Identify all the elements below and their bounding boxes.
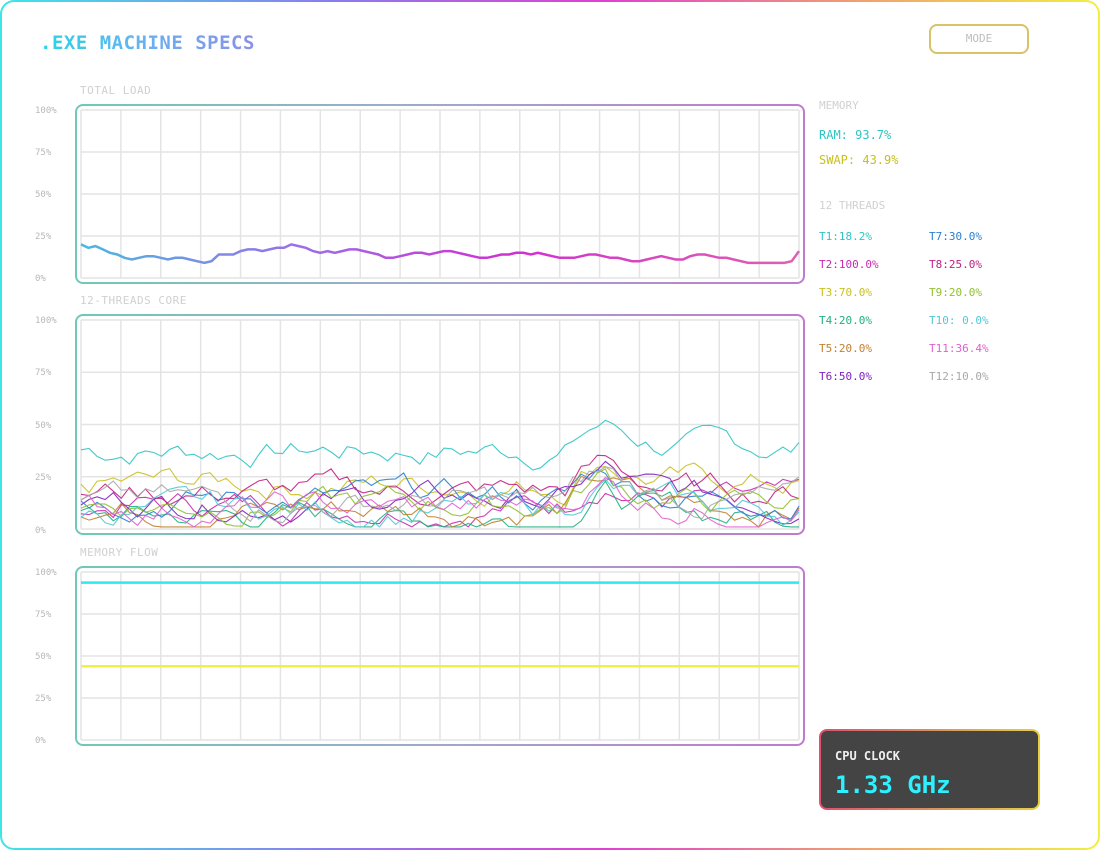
memory-flow-ytick: 50% [35,652,52,662]
thread-line-t10 [80,478,800,528]
thread-line-t8 [80,454,800,507]
total-load-ytick: 50% [35,190,52,200]
threads-core-plot [80,319,800,530]
thread-line-t11 [80,476,800,528]
memory-heading: MEMORY [819,99,859,112]
memory-flow-label: MEMORY FLOW [80,546,159,559]
cpu-clock-card: CPU CLOCK 1.33 GHz [819,729,1040,810]
ram-readout: RAM: 93.7% [819,128,892,142]
chart-grid [80,109,800,279]
thread-readout: T12:10.0% [929,370,989,383]
cpu-clock-label: CPU CLOCK [835,749,901,763]
memory-flow-plot [80,571,800,741]
cpu-clock-value: 1.33 GHz [835,771,951,799]
thread-readout: T2:100.0% [819,258,879,271]
thread-readout: T9:20.0% [929,286,982,299]
total-load-line [80,243,801,265]
total-load-ytick: 25% [35,232,52,242]
threads-core-chart [75,314,805,535]
thread-readout: T1:18.2% [819,230,872,243]
threads-heading: 12 THREADS [819,199,886,212]
swap-readout: SWAP: 43.9% [819,153,899,167]
thread-line-t6 [80,460,800,525]
thread-readout: T8:25.0% [929,258,982,271]
memory-flow-ytick: 25% [35,694,52,704]
memory-flow-ytick: 0% [35,736,46,746]
mode-button[interactable]: MODE [929,24,1029,54]
thread-line-t5 [80,475,800,528]
app-title: .EXE MACHINE SPECS [40,32,255,54]
thread-readout: T6:50.0% [819,370,872,383]
total-load-chart [75,104,805,284]
total-load-ytick: 75% [35,148,52,158]
total-load-ytick: 100% [35,106,57,116]
total-load-plot [80,109,801,279]
threads-core-ytick: 75% [35,368,52,378]
thread-readout: T7:30.0% [929,230,982,243]
thread-line-t12 [80,466,800,524]
chart-grid [80,571,800,741]
thread-line-t1 [80,419,800,471]
memory-flow-ytick: 100% [35,568,57,578]
thread-readout: T5:20.0% [819,342,872,355]
threads-core-ytick: 25% [35,473,52,483]
thread-readout: T3:70.0% [819,286,872,299]
memory-flow-chart [75,566,805,746]
thread-readout: T10: 0.0% [929,314,989,327]
thread-readout: T4:20.0% [819,314,872,327]
threads-core-ytick: 100% [35,316,57,326]
thread-line-t7 [80,468,800,523]
memory-flow-ytick: 75% [35,610,52,620]
thread-readout: T11:36.4% [929,342,989,355]
chart-grid [80,319,800,530]
threads-core-ytick: 0% [35,526,46,536]
total-load-ytick: 0% [35,274,46,284]
threads-core-label: 12-THREADS CORE [80,294,187,307]
threads-core-ytick: 50% [35,421,52,431]
total-load-label: TOTAL LOAD [80,84,152,97]
